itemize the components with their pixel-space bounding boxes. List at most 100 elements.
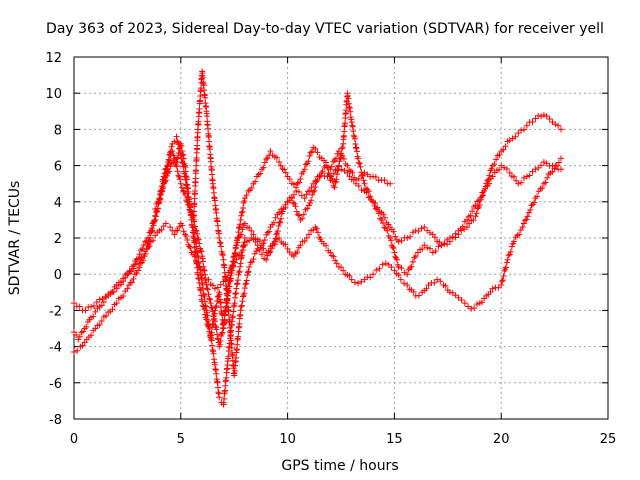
data-point xyxy=(156,195,163,202)
data-point-interp xyxy=(152,213,159,220)
data-point-interp xyxy=(148,228,155,235)
y-tick-label: 12 xyxy=(45,51,62,66)
data-point-interp xyxy=(192,188,199,195)
data-point-interp xyxy=(181,188,188,195)
data-point-interp xyxy=(145,239,152,246)
data-point xyxy=(348,276,355,283)
data-point-interp xyxy=(178,184,185,191)
data-point-interp xyxy=(206,325,213,332)
data-point-interp xyxy=(486,172,493,179)
data-point-interp xyxy=(355,159,362,166)
data-point-interp xyxy=(238,209,245,216)
data-point-interp xyxy=(194,142,201,149)
data-point xyxy=(284,245,291,252)
data-point-interp xyxy=(291,181,298,188)
data-point-interp xyxy=(226,278,233,285)
data-point-interp xyxy=(387,237,394,244)
data-point xyxy=(404,235,411,241)
data-point-interp xyxy=(473,301,480,308)
data-point-interp xyxy=(338,145,345,152)
data-point-interp xyxy=(380,211,387,218)
data-point-interp xyxy=(317,172,324,179)
data-point-interp xyxy=(221,395,228,402)
data-point-interp xyxy=(334,150,341,157)
data-point xyxy=(340,267,347,274)
data-point-interp xyxy=(292,203,299,210)
data-point-interp xyxy=(312,145,319,152)
data-point-interp xyxy=(174,154,181,161)
data-point-interp xyxy=(503,166,510,173)
data-point-interp xyxy=(423,285,430,292)
data-point-interp xyxy=(266,228,273,235)
data-point-interp xyxy=(407,233,414,240)
data-point-interp xyxy=(546,115,553,122)
data-point-interp xyxy=(410,288,417,295)
data-point-interp xyxy=(355,182,362,189)
data-point xyxy=(237,260,244,267)
data-point-interp xyxy=(270,219,277,226)
data-point-interp xyxy=(346,173,353,180)
data-point-interp xyxy=(335,163,342,170)
data-point-interp xyxy=(459,223,466,230)
data-point-interp xyxy=(529,119,536,126)
data-point-interp xyxy=(213,326,220,333)
data-point-interp xyxy=(225,288,232,295)
data-point-interp xyxy=(183,233,190,240)
data-point-interp xyxy=(311,187,318,194)
y-tick-labels: -8 -6 -4 -2 0 2 4 6 8 10 12 xyxy=(45,51,62,428)
data-point xyxy=(124,271,131,278)
data-point-interp xyxy=(231,251,238,258)
series-track-c xyxy=(71,68,565,379)
data-point-interp xyxy=(272,235,279,242)
data-point-interp xyxy=(238,303,245,310)
data-point-interp xyxy=(228,270,235,277)
data-point-interp xyxy=(267,248,274,255)
data-point-interp xyxy=(309,148,316,155)
x-tick-label: 25 xyxy=(600,432,617,447)
data-point-interp xyxy=(158,187,165,194)
data-point xyxy=(472,202,479,209)
data-point-interp xyxy=(352,140,359,147)
data-point-interp xyxy=(523,216,530,223)
data-point xyxy=(224,292,231,299)
x-tick-label: 10 xyxy=(279,432,296,447)
data-point-interp xyxy=(197,267,204,274)
data-point-interp xyxy=(544,174,551,181)
data-point-interp xyxy=(166,168,173,175)
data-point-interp xyxy=(442,282,449,289)
data-point-interp xyxy=(375,210,382,217)
data-point-interp xyxy=(218,243,225,250)
data-point xyxy=(391,267,398,274)
data-point-interp xyxy=(333,176,340,183)
data-point-interp xyxy=(180,163,187,170)
data-point-interp xyxy=(174,227,181,234)
data-point xyxy=(301,195,308,202)
data-point-interp xyxy=(323,159,330,166)
data-point-interp xyxy=(216,341,223,348)
data-point-interp xyxy=(277,219,284,226)
y-tick-label: -6 xyxy=(49,377,62,392)
data-point-interp xyxy=(236,320,243,327)
data-point-interp xyxy=(295,179,302,186)
data-point xyxy=(355,155,362,162)
data-point-interp xyxy=(208,304,215,311)
data-point-interp xyxy=(478,299,485,306)
data-point-interp xyxy=(173,163,180,170)
data-point xyxy=(88,303,95,310)
data-point-interp xyxy=(491,161,498,168)
data-point-interp xyxy=(503,259,510,266)
data-point-interp xyxy=(237,221,244,228)
data-point-interp xyxy=(266,249,273,256)
data-point-interp xyxy=(549,168,556,175)
data-point-interp xyxy=(488,165,495,172)
data-point-interp xyxy=(249,258,255,265)
data-point-interp xyxy=(357,163,364,170)
data-point-interp xyxy=(486,180,493,187)
data-point-interp xyxy=(157,190,164,197)
data-point-interp xyxy=(296,212,303,219)
data-point-interp xyxy=(452,230,459,237)
data-point xyxy=(173,133,180,140)
data-point xyxy=(498,282,505,289)
data-point-interp xyxy=(136,264,143,271)
data-point-interp xyxy=(365,188,372,195)
